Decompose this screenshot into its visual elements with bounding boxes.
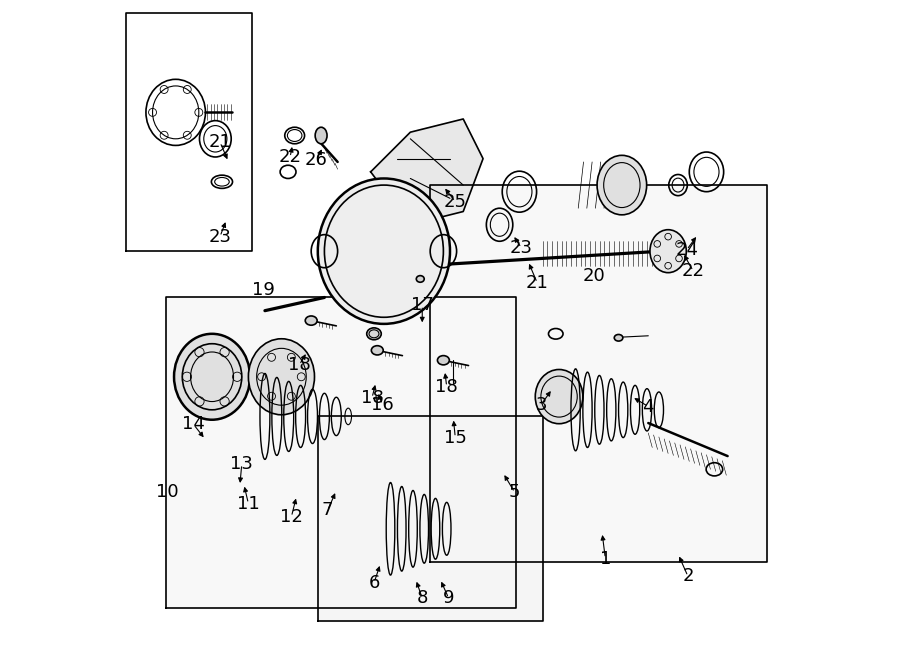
Text: 5: 5 <box>509 483 520 502</box>
Text: 23: 23 <box>209 227 231 246</box>
Text: 4: 4 <box>643 397 654 416</box>
Polygon shape <box>371 119 483 225</box>
Polygon shape <box>430 185 768 562</box>
Ellipse shape <box>305 316 317 325</box>
Ellipse shape <box>248 338 314 415</box>
Ellipse shape <box>174 334 250 420</box>
Text: 21: 21 <box>209 133 231 151</box>
Text: 22: 22 <box>278 148 302 167</box>
Text: 18: 18 <box>361 389 383 407</box>
Text: 9: 9 <box>443 589 454 607</box>
Ellipse shape <box>315 127 327 144</box>
Text: 20: 20 <box>582 267 606 286</box>
Text: 1: 1 <box>599 549 611 568</box>
Text: 25: 25 <box>444 192 467 211</box>
Text: 2: 2 <box>682 567 694 586</box>
Text: 17: 17 <box>410 296 434 315</box>
Ellipse shape <box>650 229 687 272</box>
Text: 13: 13 <box>230 455 253 473</box>
Polygon shape <box>318 416 543 621</box>
Text: 6: 6 <box>368 574 380 592</box>
Text: 21: 21 <box>526 274 549 292</box>
Ellipse shape <box>615 334 623 341</box>
Text: 15: 15 <box>444 428 467 447</box>
Text: 7: 7 <box>322 501 334 520</box>
Ellipse shape <box>372 346 383 355</box>
Ellipse shape <box>536 369 583 424</box>
Text: 10: 10 <box>156 483 178 502</box>
Text: 11: 11 <box>237 494 260 513</box>
Ellipse shape <box>366 328 382 340</box>
Ellipse shape <box>597 155 646 215</box>
Ellipse shape <box>417 276 424 282</box>
Polygon shape <box>166 297 516 608</box>
Text: 12: 12 <box>280 508 302 526</box>
Text: 19: 19 <box>252 280 275 299</box>
Text: 8: 8 <box>417 589 428 607</box>
Text: 18: 18 <box>288 356 310 374</box>
Ellipse shape <box>318 178 450 324</box>
Text: 26: 26 <box>305 151 328 169</box>
Text: 24: 24 <box>675 241 698 259</box>
Text: 18: 18 <box>436 377 458 396</box>
Text: 23: 23 <box>510 239 533 257</box>
Ellipse shape <box>437 356 449 365</box>
Text: 3: 3 <box>536 395 547 414</box>
Text: 14: 14 <box>182 415 205 434</box>
Text: 22: 22 <box>681 262 705 280</box>
Text: 16: 16 <box>371 395 394 414</box>
